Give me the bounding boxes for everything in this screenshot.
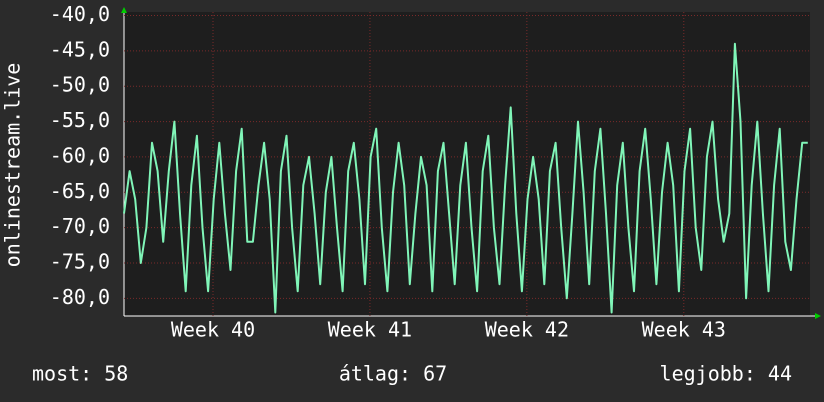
y-axis-label: onlinestream.live (1, 63, 25, 268)
x-tick-label: Week 43 (642, 318, 726, 342)
footer-current: most: 58 (32, 362, 128, 386)
x-tick-label: Week 40 (171, 318, 255, 342)
line-series (123, 42, 808, 314)
y-tick-label: -70,0 (50, 214, 110, 238)
y-tick-label: -45,0 (50, 37, 110, 61)
x-axis-arrow (815, 313, 821, 319)
footer-max: legjobb: 44 (660, 362, 792, 386)
y-tick-label: -60,0 (50, 143, 110, 167)
y-tick-label: -50,0 (50, 73, 110, 97)
y-tick-label: -65,0 (50, 179, 110, 203)
y-tick-label: -40,0 (50, 2, 110, 26)
footer-average: átlag: 67 (339, 362, 447, 386)
x-tick-label: Week 42 (485, 318, 569, 342)
y-tick-label: -55,0 (50, 108, 110, 132)
y-axis-arrow (121, 7, 127, 13)
y-tick-label: -75,0 (50, 249, 110, 273)
x-tick-label: Week 41 (328, 318, 412, 342)
y-tick-label: -80,0 (50, 285, 110, 309)
